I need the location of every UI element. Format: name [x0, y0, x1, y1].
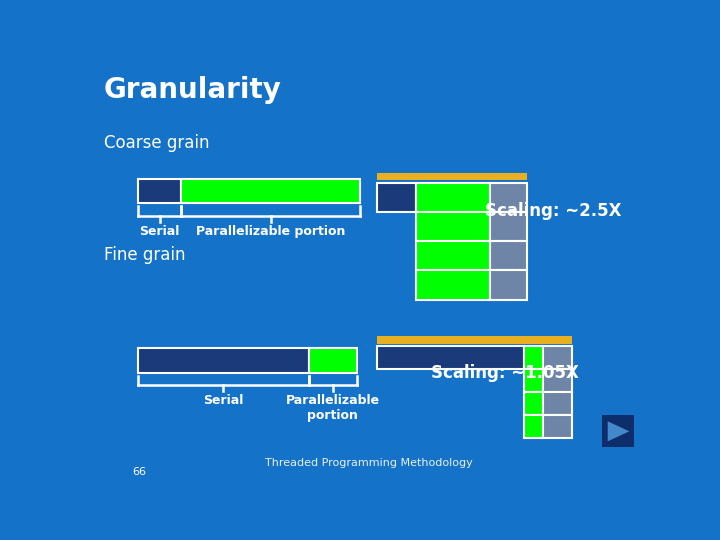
Bar: [490, 183, 527, 212]
Text: Threaded Programming Methodology: Threaded Programming Methodology: [265, 457, 473, 468]
Text: Serial: Serial: [203, 394, 243, 407]
Text: Scaling: ~2.5X: Scaling: ~2.5X: [485, 202, 622, 220]
Bar: [543, 392, 572, 415]
Bar: [543, 369, 572, 392]
Text: Fine grain: Fine grain: [104, 246, 186, 264]
Bar: [490, 241, 527, 271]
Bar: [377, 346, 524, 369]
Bar: [309, 348, 356, 373]
Bar: [415, 241, 490, 271]
Text: Coarse grain: Coarse grain: [104, 134, 210, 152]
Text: Serial: Serial: [140, 225, 180, 238]
Text: Parallelizable
portion: Parallelizable portion: [286, 394, 379, 422]
Bar: [524, 392, 543, 415]
Bar: [377, 173, 527, 180]
Bar: [524, 346, 543, 369]
Bar: [543, 415, 572, 438]
Bar: [138, 348, 309, 373]
Bar: [601, 415, 634, 448]
Bar: [415, 271, 490, 300]
Polygon shape: [608, 421, 629, 441]
Text: Parallelizable portion: Parallelizable portion: [196, 225, 346, 238]
Bar: [524, 369, 543, 392]
Text: Scaling: ~1.05X: Scaling: ~1.05X: [431, 364, 579, 382]
Bar: [415, 183, 490, 212]
Bar: [490, 271, 527, 300]
Bar: [138, 179, 181, 204]
Bar: [181, 179, 360, 204]
Bar: [377, 336, 572, 343]
Bar: [415, 212, 490, 241]
Bar: [543, 346, 572, 369]
Bar: [490, 212, 527, 241]
Text: Granularity: Granularity: [104, 76, 282, 104]
Bar: [377, 183, 415, 212]
Text: 66: 66: [132, 467, 147, 477]
Bar: [524, 415, 543, 438]
